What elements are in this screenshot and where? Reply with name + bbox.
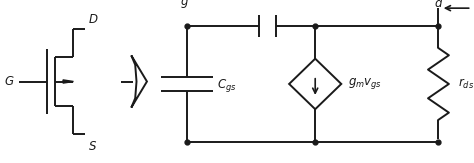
Text: $C_{gs}$: $C_{gs}$ xyxy=(217,77,236,94)
Text: $d$: $d$ xyxy=(434,0,443,10)
Text: $g_m v_{gs}$: $g_m v_{gs}$ xyxy=(348,76,383,91)
Text: $S$: $S$ xyxy=(88,140,97,153)
Text: $r_{ds}$: $r_{ds}$ xyxy=(458,77,474,91)
Polygon shape xyxy=(63,80,73,83)
Text: $G$: $G$ xyxy=(4,75,14,88)
Text: $D$: $D$ xyxy=(88,13,98,26)
Text: $g$: $g$ xyxy=(181,0,189,10)
Text: $s$: $s$ xyxy=(314,160,321,163)
